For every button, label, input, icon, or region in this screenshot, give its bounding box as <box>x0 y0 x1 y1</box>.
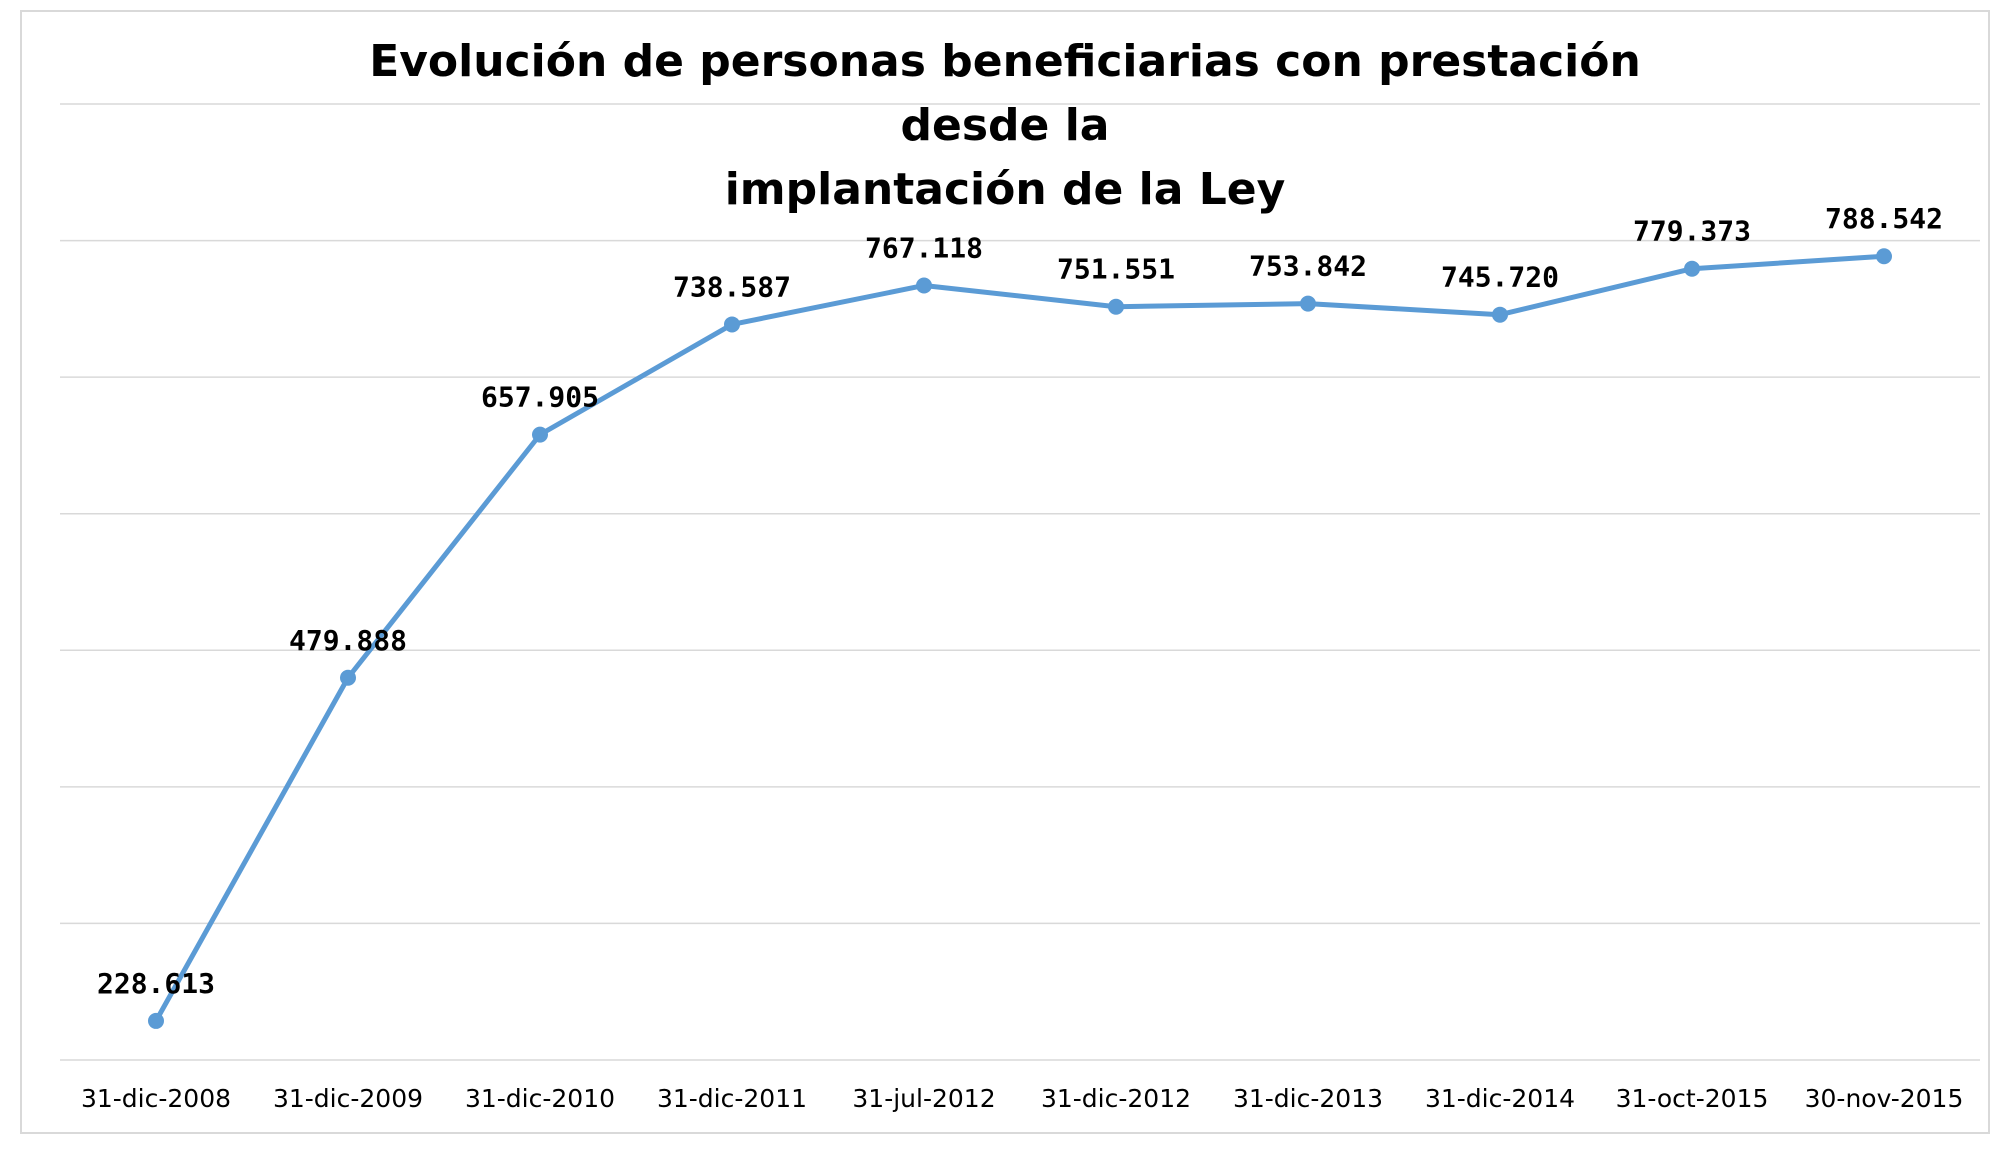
series <box>153 253 1887 1024</box>
data-labels: 228.613 479.888 657.905 738.587 767.118 751.5… <box>97 202 1943 1000</box>
x-tick-label: 31-dic-2013 <box>1233 1084 1383 1113</box>
series-line <box>153 253 1887 1024</box>
x-tick-label: 31-dic-2008 <box>81 1084 231 1113</box>
data-label: 779.373 <box>1633 215 1751 248</box>
chart-title-line-2: implantación de la Ley <box>724 164 1286 215</box>
data-point <box>340 669 356 686</box>
x-tick-label: 31-dic-2011 <box>657 1084 807 1113</box>
data-label: 479.888 <box>289 624 407 657</box>
data-label: 751.551 <box>1057 253 1175 286</box>
data-point <box>916 277 932 294</box>
data-label: 788.542 <box>1825 202 1943 235</box>
data-point <box>1108 298 1124 315</box>
data-points <box>148 248 1892 1029</box>
chart-frame <box>20 10 1990 1134</box>
data-point <box>1876 248 1892 265</box>
data-label: 228.613 <box>97 967 215 1000</box>
data-label: 767.118 <box>865 231 983 264</box>
x-tick-label: 30-nov-2015 <box>1805 1084 1964 1113</box>
chart-title: Evolución de personas beneficiarias con … <box>300 30 1710 222</box>
x-tick-label: 31-dic-2012 <box>1041 1084 1191 1113</box>
x-tick-label: 31-jul-2012 <box>852 1084 995 1113</box>
data-point <box>148 1012 164 1029</box>
data-label: 753.842 <box>1249 250 1367 283</box>
gridlines <box>60 103 1980 1061</box>
x-tick-label: 31-dic-2009 <box>273 1084 423 1113</box>
data-point <box>1300 295 1316 312</box>
data-point <box>532 426 548 443</box>
x-tick-label: 31-dic-2014 <box>1425 1084 1575 1113</box>
data-point <box>1684 260 1700 277</box>
x-axis-ticks: 31-dic-2008 31-dic-2009 31-dic-2010 31-dic-… <box>81 1084 1963 1113</box>
x-tick-label: 31-dic-2010 <box>465 1084 615 1113</box>
x-tick-label: 31-oct-2015 <box>1616 1084 1769 1113</box>
data-point <box>724 316 740 333</box>
data-label: 738.587 <box>673 270 791 303</box>
data-label: 745.720 <box>1441 261 1559 294</box>
data-label: 657.905 <box>481 381 599 414</box>
chart-title-line-1: Evolución de personas beneficiarias con … <box>369 36 1641 151</box>
data-point <box>1492 306 1508 323</box>
